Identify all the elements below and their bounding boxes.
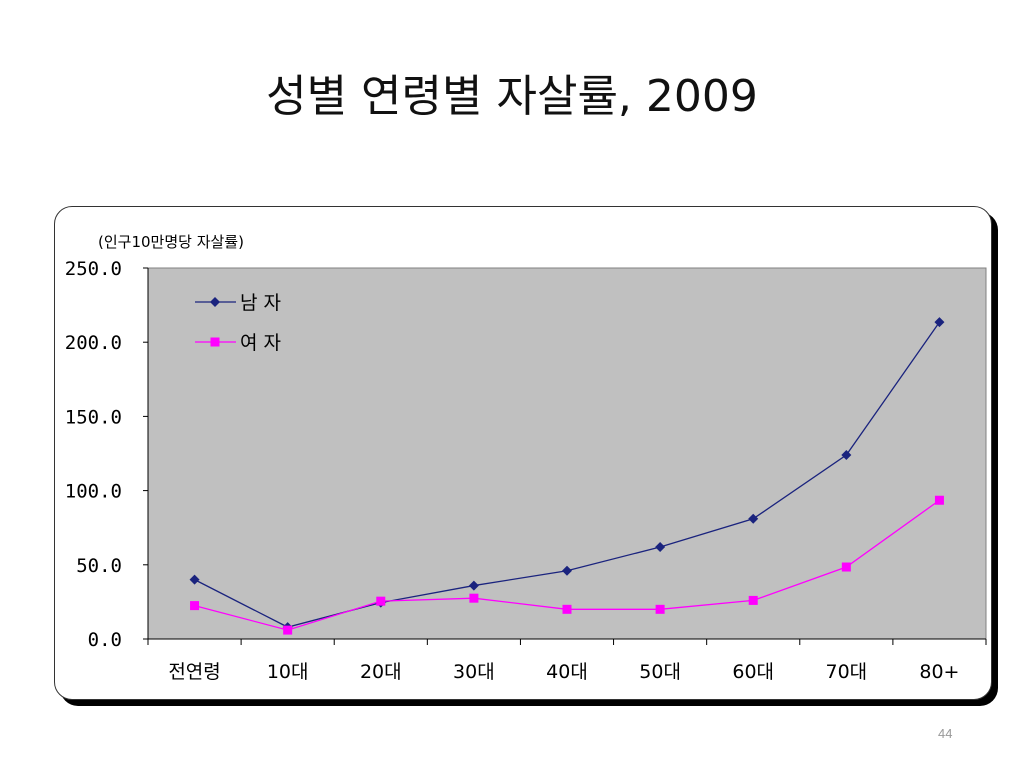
legend-marker: [210, 297, 220, 307]
y-tick-label: 0.0: [88, 629, 122, 651]
y-tick-label: 100.0: [65, 481, 122, 503]
data-point: [934, 317, 945, 328]
legend-label: 여 자: [240, 332, 281, 354]
x-tick-label: 70대: [825, 661, 867, 683]
x-tick-label: 60대: [732, 661, 774, 683]
y-axis: 0.0 50.0 100.0 150.0 200.0 250.0: [65, 258, 149, 651]
x-tick-label: 10대: [267, 661, 309, 683]
legend-entry: 여 자: [195, 332, 281, 354]
y-tick-label: 50.0: [76, 555, 122, 577]
y-axis-unit-label: (인구10만명당 자살률): [98, 233, 244, 251]
series-layer: [189, 317, 945, 635]
x-tick-label: 80+: [919, 661, 959, 683]
x-tick-label: 40대: [546, 661, 588, 683]
data-point: [841, 562, 851, 572]
x-tick-label: 전연령: [168, 661, 220, 683]
data-point: [748, 595, 758, 605]
data-point: [841, 449, 852, 460]
x-tick-label: 20대: [360, 661, 402, 683]
data-point: [655, 541, 666, 552]
y-tick-label: 250.0: [65, 258, 122, 280]
data-point: [468, 580, 479, 591]
data-point: [190, 601, 200, 611]
data-point: [934, 495, 944, 505]
y-tick-label: 150.0: [65, 406, 122, 428]
data-point: [189, 574, 200, 585]
data-point: [562, 604, 572, 614]
data-point: [748, 513, 759, 524]
data-point: [562, 565, 572, 576]
x-tick-label: 50대: [639, 661, 681, 683]
data-point: [376, 596, 386, 606]
y-tick-label: 200.0: [65, 332, 122, 354]
legend-label: 남 자: [240, 292, 281, 314]
data-point: [655, 604, 665, 614]
plot-area: [147, 267, 987, 640]
slide-title: 성별 연령별 자살률, 2009: [266, 71, 758, 122]
page-number: 44: [938, 726, 953, 741]
data-point: [469, 593, 479, 603]
legend-marker: [210, 337, 220, 347]
legend-entry: 남 자: [195, 292, 281, 314]
data-point: [283, 625, 293, 635]
chart-legend: 남 자여 자: [195, 292, 281, 354]
x-tick-label: 30대: [453, 661, 495, 683]
series-2: [190, 495, 944, 635]
x-axis: 전연령 10대 20대 30대 40대 50대 60대 70대 80+: [147, 638, 987, 683]
